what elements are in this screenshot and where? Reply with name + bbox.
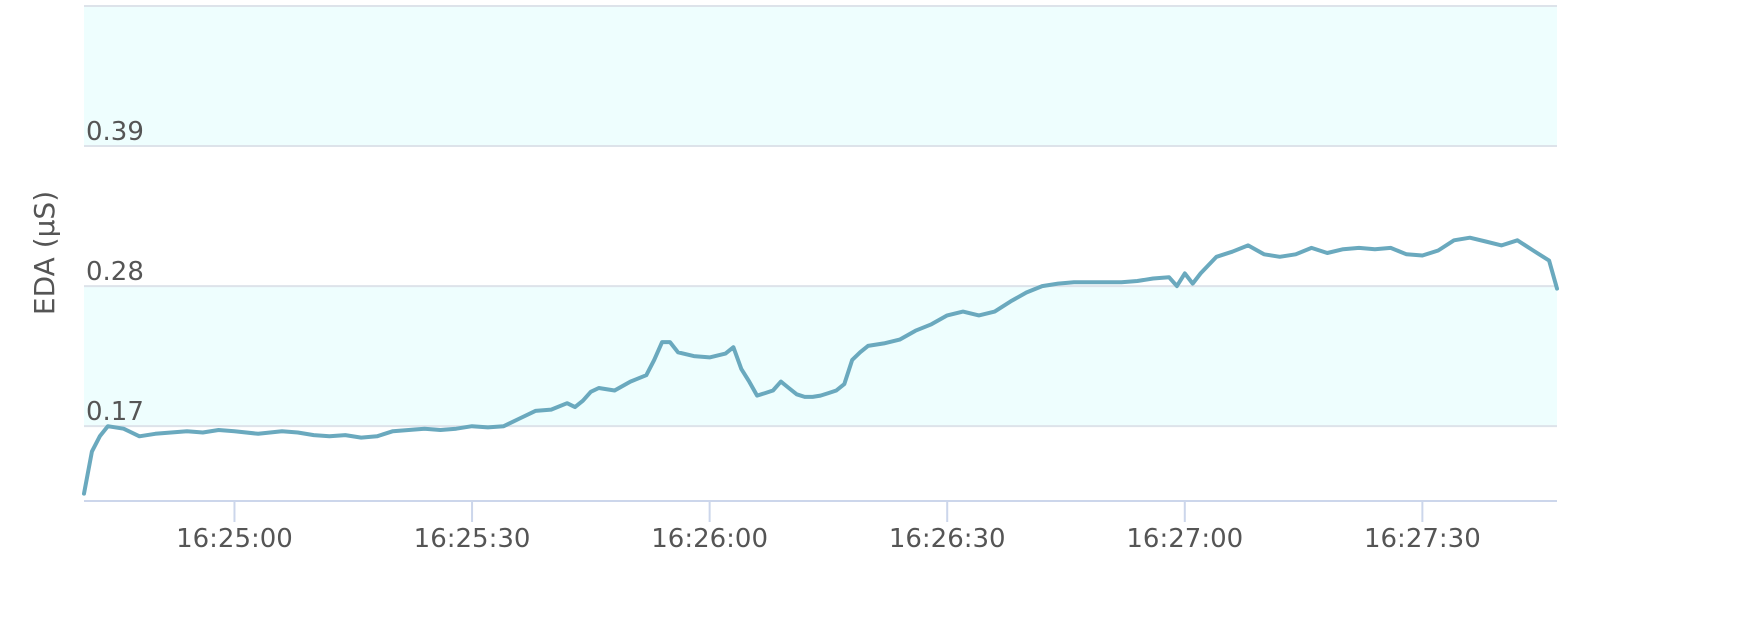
y-axis-ticks: 0.17 0.28 0.39 <box>86 117 144 427</box>
x-tick-label: 16:26:00 <box>651 524 768 554</box>
x-axis-ticks: 16:25:00 16:25:30 16:26:00 16:26:30 16:27:00… <box>176 500 1481 554</box>
y-tick-label: 0.39 <box>86 117 144 147</box>
y-tick-label: 0.17 <box>86 397 144 427</box>
plot-band-1 <box>84 6 1557 147</box>
eda-series-line <box>82 235 1559 496</box>
plot-bands <box>84 6 1557 427</box>
x-tick-label: 16:25:30 <box>414 524 531 554</box>
x-tick-label: 16:27:00 <box>1126 524 1243 554</box>
y-tick-label: 0.28 <box>86 257 144 287</box>
plot-band-0 <box>84 286 1557 427</box>
x-tick-label: 16:26:30 <box>889 524 1006 554</box>
y-axis-title: EDA (µS) <box>28 191 61 315</box>
x-tick-label: 16:27:30 <box>1364 524 1481 554</box>
x-tick-label: 16:25:00 <box>176 524 293 554</box>
gridlines <box>84 5 1557 428</box>
